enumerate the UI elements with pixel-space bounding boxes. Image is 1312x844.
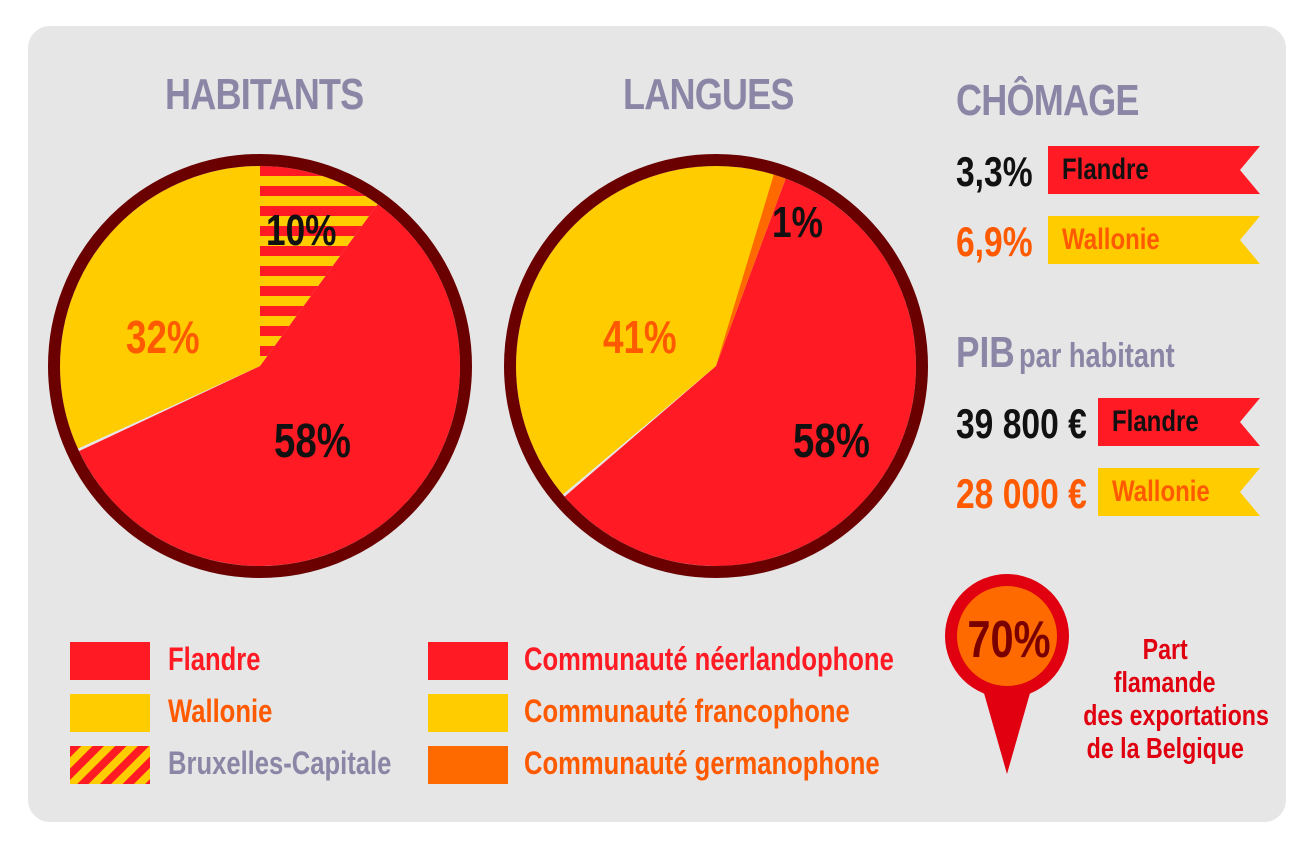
legend-swatch-flandre [70, 642, 150, 680]
pib-ribbon-wallonie: Wallonie [1098, 468, 1260, 516]
legend-label-wallonie: Wallonie [168, 693, 273, 729]
pie-outline [48, 154, 472, 578]
chomage-ribbon-flandre: Flandre [1048, 146, 1260, 194]
pie-outline [504, 154, 928, 578]
legend-label-neerlandophone: Communauté néerlandophone [524, 641, 894, 677]
pie-label-bruxelles: 10% [266, 206, 337, 255]
pie-label-flandre: 58% [274, 415, 351, 468]
pib-ribbon-flandre: Flandre [1098, 398, 1260, 446]
exports-caption: Part flamande des exportations de la Bel… [1083, 634, 1269, 765]
chomage-ribbon-wallonie: Wallonie [1048, 216, 1260, 264]
exports-percent: 70% [967, 611, 1051, 669]
legend-label-bruxelles: Bruxelles-Capitale [168, 745, 392, 781]
pib-title: PIB par habitant [956, 328, 1176, 377]
legend-label-flandre: Flandre [168, 641, 261, 677]
pie-label-francophone: 41% [603, 311, 677, 363]
chomage-title: CHÔMAGE [956, 76, 1139, 125]
slice-flandre [79, 204, 460, 566]
legend-label-germanophone: Communauté germanophone [524, 745, 880, 781]
slice-francophone [516, 166, 777, 495]
langues-pie [504, 154, 928, 578]
legend-swatch-francophone [428, 694, 508, 732]
legend-swatch-neerlandophone [428, 642, 508, 680]
chomage-value-flandre: 3,3% [956, 148, 1033, 195]
pie-label-neerlandophone: 58% [793, 415, 870, 468]
slice-wallonie [60, 166, 263, 449]
pie-charts [48, 154, 928, 578]
legend-label-francophone: Communauté francophone [524, 693, 850, 729]
langues-title: LANGUES [623, 70, 794, 119]
habitants-title: HABITANTS [165, 70, 364, 119]
legend-swatch-wallonie [70, 694, 150, 732]
pie-label-germanophone: 1% [772, 198, 823, 247]
legend-swatch-germanophone [428, 746, 508, 784]
pib-value-flandre: 39 800 € [956, 400, 1087, 447]
pie-label-wallonie: 32% [126, 311, 200, 363]
map-pin-icon [945, 574, 1069, 774]
chomage-value-wallonie: 6,9% [956, 218, 1033, 265]
legend-swatch-bruxelles [70, 746, 150, 784]
infographic-card: HABITANTS LANGUES CHÔMAGE 10% 32% 58% 1%… [28, 26, 1286, 822]
habitants-pie [48, 154, 472, 578]
slice-germanophone [716, 174, 786, 366]
slice-bruxelles [260, 166, 378, 366]
slice-neerlandophone [564, 178, 917, 566]
pib-value-wallonie: 28 000 € [956, 470, 1087, 517]
